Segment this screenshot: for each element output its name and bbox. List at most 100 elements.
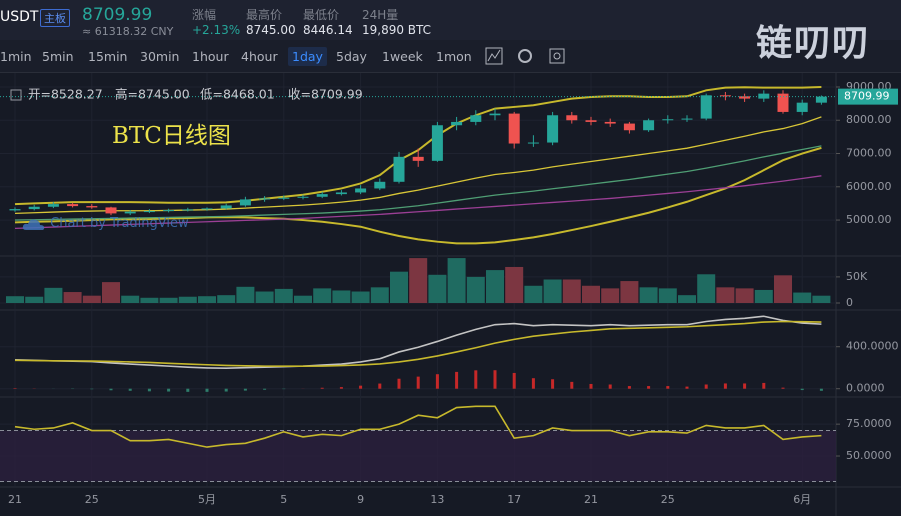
ohlc-legend: 开=8528.27 (28, 87, 103, 102)
stat-value: 8446.14 (303, 23, 353, 37)
watermark-text: Chart by TradingView (50, 216, 189, 231)
macd-histogram (493, 370, 497, 389)
interval-button[interactable]: 30min (140, 49, 180, 64)
candle-body (278, 197, 290, 199)
candle-body (815, 96, 827, 103)
x-tick-label: 13 (430, 493, 444, 506)
interval-button[interactable]: 1mon (436, 49, 472, 64)
stat-label: 最高价 (246, 8, 283, 22)
volume-bar (159, 297, 178, 303)
macd-histogram (416, 376, 420, 389)
candle-body (297, 196, 309, 198)
overlay-line (14, 145, 822, 221)
interval-button[interactable]: 5day (336, 49, 367, 64)
watermark: Chart by TradingView (22, 216, 189, 231)
candle-body (393, 156, 405, 182)
macd-histogram (243, 388, 247, 391)
stat-label: 涨幅 (192, 8, 217, 22)
interval-button[interactable]: 1week (382, 49, 423, 64)
header: USDT 主板 8709.99 ≈ 61318.32 CNY 涨幅 +2.13% 最… (0, 0, 901, 40)
stat-value: +2.13% (192, 23, 241, 37)
y-tick-label: 0 (846, 296, 853, 309)
overlay-line (14, 175, 822, 230)
candle-body (719, 95, 731, 97)
candle-body (604, 121, 616, 124)
volume-bar (812, 295, 831, 303)
volume-bar (466, 276, 485, 303)
interval-button[interactable]: 1hour (192, 49, 229, 64)
last-price-badge (838, 88, 898, 105)
y-tick-label: 6000.00 (846, 180, 892, 193)
interval-button[interactable]: 1day (288, 47, 327, 66)
volume-bar (332, 290, 351, 303)
candle-body (335, 192, 347, 195)
legend-icon (10, 89, 22, 101)
candle-body (739, 96, 751, 99)
volume-bar (639, 287, 658, 303)
macd-histogram (263, 388, 267, 390)
volume-bar (390, 271, 408, 303)
macd-histogram (570, 381, 574, 389)
candle-body (182, 209, 194, 211)
macd-histogram (13, 388, 17, 389)
volume-bar (351, 291, 370, 303)
candle-body (758, 93, 770, 99)
badge[interactable]: 主板 (40, 9, 70, 27)
x-tick-label: 17 (507, 493, 521, 506)
indicator-line (14, 405, 822, 448)
macd-histogram (551, 379, 555, 389)
macd-histogram (147, 388, 151, 392)
ohlc-legend: 高=8745.00 (115, 87, 190, 102)
candle-body (374, 181, 386, 189)
candle-body (9, 209, 21, 211)
candle-body (623, 123, 635, 131)
candle-body (86, 206, 98, 208)
indicator-line (14, 320, 822, 368)
watermark-icon (22, 219, 45, 230)
y-tick-label: 400.0000 (846, 340, 899, 353)
overlay-line (14, 146, 822, 245)
x-tick-label: 21 (8, 493, 22, 506)
x-tick-label: 21 (584, 493, 598, 506)
volume-bar (178, 296, 197, 303)
logo: 链叨叨 (756, 23, 871, 64)
macd-histogram (90, 388, 94, 390)
interval-button[interactable]: 15min (88, 49, 128, 64)
macd-histogram (685, 386, 689, 389)
x-tick-label: 5 (280, 493, 287, 506)
interval-button[interactable]: 1min (0, 49, 32, 64)
candle-body (105, 207, 117, 214)
x-tick-label: 6月 (793, 493, 811, 506)
volume-bar (140, 297, 159, 303)
screenshot-icon[interactable] (549, 48, 565, 64)
volume-bar (678, 295, 696, 303)
volume-bar (716, 287, 735, 303)
volume-bar (44, 287, 63, 303)
candle-body (143, 211, 155, 213)
settings-icon[interactable] (518, 49, 532, 63)
candle-body (796, 102, 808, 112)
candle-body (355, 188, 367, 193)
volume-bar (6, 296, 24, 303)
macd-histogram (647, 386, 651, 389)
candle-body (259, 198, 271, 200)
volume-bar (793, 292, 812, 303)
indicator-icon[interactable] (485, 47, 503, 65)
indicator-line (14, 315, 822, 370)
volume-bar (25, 296, 44, 303)
volume-bar (447, 258, 466, 303)
volume-bar (658, 288, 677, 303)
last-price-label: 8709.99 (844, 90, 890, 103)
macd-histogram (186, 388, 190, 392)
stat-label: 24H量 (362, 8, 399, 22)
interval-button[interactable]: 4hour (241, 49, 278, 64)
y-tick-label: 7000.00 (846, 147, 892, 160)
macd-histogram (320, 387, 324, 389)
macd-histogram (762, 382, 766, 389)
volume-bar (63, 292, 82, 303)
macd-histogram (800, 388, 804, 391)
interval-button[interactable]: 5min (42, 49, 74, 64)
candle-body (547, 115, 559, 143)
macd-histogram (359, 385, 363, 389)
